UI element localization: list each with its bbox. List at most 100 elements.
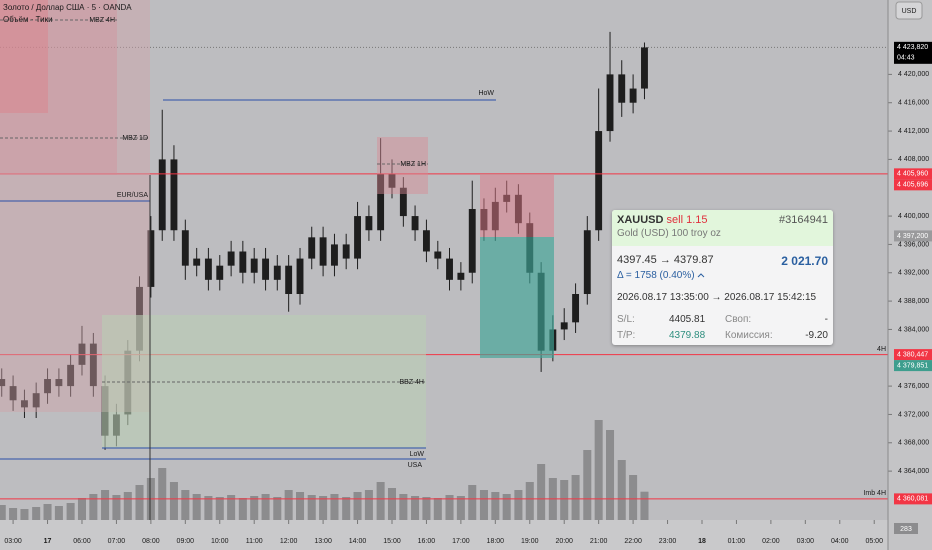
annotation: Imb 4H: [863, 490, 886, 497]
candle-body: [583, 230, 591, 295]
currency[interactable]: USD: [902, 8, 917, 15]
volume-bar: [261, 494, 270, 520]
x-tick-label: 16:00: [418, 538, 436, 545]
candle-body: [216, 265, 224, 280]
price-label-box: [894, 179, 932, 191]
volume-bar: [456, 496, 465, 520]
trade-side: sell 1.15: [666, 214, 708, 226]
y-tick-label: 4 372,000: [898, 411, 929, 418]
volume-bar: [479, 490, 488, 520]
volume-bar: [330, 494, 339, 520]
candle-body: [319, 237, 327, 266]
volume-bar: [307, 495, 316, 520]
x-tick-label: 20:00: [555, 538, 573, 545]
y-tick-label: 4 416,000: [898, 100, 929, 107]
candle-body: [342, 244, 350, 259]
candle-body: [44, 379, 51, 394]
candle-body: [239, 251, 247, 273]
price-label: 4 423,820: [897, 44, 928, 51]
commission-label: Комиссия:: [725, 330, 773, 341]
y-tick-label: 4 400,000: [898, 213, 929, 220]
trade-symbol: XAUUSD: [617, 214, 664, 226]
candle-body: [0, 379, 6, 387]
x-tick-label: 08:00: [142, 538, 160, 545]
candle-body: [422, 230, 430, 252]
volume-bar: [296, 492, 305, 520]
y-tick-label: 4 420,000: [898, 71, 929, 78]
x-tick-label: 05:00: [865, 538, 883, 545]
volume-bar: [66, 503, 75, 520]
candle-body: [67, 364, 75, 387]
candle-body: [273, 265, 281, 280]
x-tick-label: 07:00: [108, 538, 126, 545]
price-label: 4 405,960: [897, 171, 928, 178]
volume-bar: [204, 496, 213, 520]
volume-bar: [284, 490, 293, 520]
volume-label-box: [894, 523, 918, 534]
candle-body: [147, 230, 155, 287]
volume-bar: [629, 475, 638, 520]
volume-bar: [238, 498, 247, 520]
price-label: 4 397,200: [897, 233, 928, 240]
price-label-box: [894, 230, 932, 242]
volume-bar: [353, 492, 362, 520]
candle-body: [629, 88, 637, 103]
x-tick-label: 03:00: [797, 538, 815, 545]
x-tick-label: 14:00: [349, 538, 367, 545]
candle-body: [457, 272, 465, 280]
symbol: Золото / Доллар США · 5 · OANDA: [3, 3, 132, 12]
volume-bar: [112, 495, 121, 520]
volume-bar: [491, 492, 500, 520]
volume-bar: [89, 494, 98, 520]
zone: [377, 137, 428, 194]
volume-bar: [215, 497, 224, 520]
candle-body: [411, 216, 419, 231]
volume-bar: [583, 450, 592, 520]
trade-id: #3164941: [779, 214, 828, 226]
volume-bar: [411, 496, 420, 520]
zone: [0, 0, 48, 113]
price-label-time: 04:43: [897, 55, 915, 62]
currency-button[interactable]: [895, 1, 923, 20]
volume-bar: [169, 482, 178, 520]
volume-bar: [227, 495, 236, 520]
volume-bar: [617, 460, 626, 520]
x-tick-label: 19:00: [521, 538, 539, 545]
candle-body: [618, 74, 626, 103]
x-tick-label: 01:00: [728, 538, 746, 545]
volume-bar: [640, 491, 649, 520]
trade-desc: Gold (USD) 100 troy oz: [617, 228, 721, 239]
volume-bar: [376, 482, 385, 520]
candle-body: [308, 237, 316, 259]
tp: 4379.88: [669, 330, 706, 341]
x-tick-label: 06:00: [73, 538, 91, 545]
volume-bar: [606, 430, 615, 520]
y-tick-label: 4 384,000: [898, 326, 929, 333]
candle-body: [399, 187, 407, 217]
price-label-box: [894, 493, 932, 505]
trade-times: 2026.08.17 13:35:00 → 2026.08.17 15:42:1…: [617, 292, 817, 303]
volume-bar: [0, 505, 6, 520]
volume-bar: [342, 497, 351, 520]
x-tick-label: 04:00: [831, 538, 849, 545]
candle-body: [468, 208, 476, 273]
candle-body: [354, 216, 361, 259]
volume-bar: [422, 497, 431, 520]
candle-body: [9, 386, 17, 401]
y-tick-label: 4 392,000: [898, 270, 929, 277]
volume-bar: [468, 485, 477, 520]
trade-panel: XAUUSD sell 1.15 #3164941 Gold (USD) 100 …: [612, 210, 833, 345]
price-label-box: [894, 168, 932, 180]
volume-bar: [387, 488, 397, 520]
candle-body: [89, 343, 97, 387]
x-tick-label: 21:00: [590, 538, 608, 545]
candle-body: [285, 265, 293, 295]
x-tick-label: 02:00: [762, 538, 780, 545]
trade-prices: 4397.45 → 4379.87: [617, 254, 714, 266]
annotation: BBZ 4H: [399, 379, 424, 386]
annotation: HoW: [478, 90, 494, 97]
volume-bar: [445, 495, 454, 520]
candle-body: [158, 159, 166, 231]
